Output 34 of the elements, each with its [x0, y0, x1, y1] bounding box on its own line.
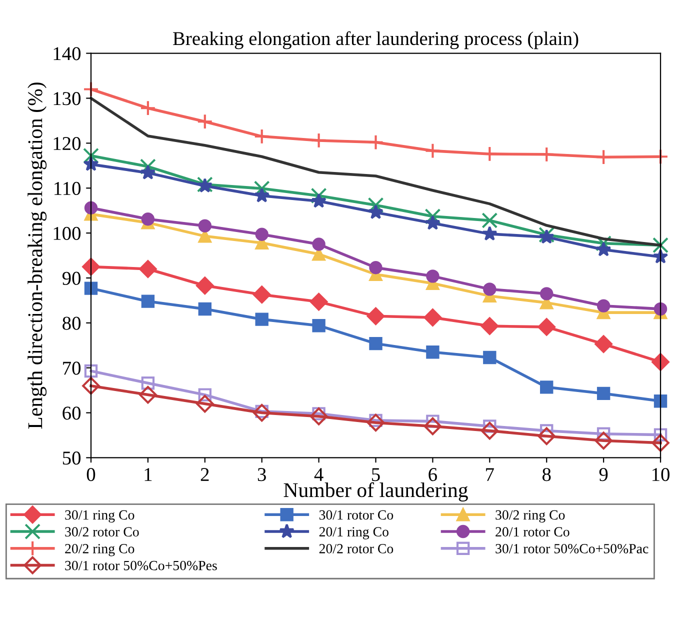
x-tick-label: 9 [599, 468, 608, 482]
y-tick-label: 90 [62, 272, 81, 285]
y-tick-label: 50 [62, 452, 81, 465]
x-axis-title: Number of laundering [284, 482, 468, 502]
chart-title: Breaking elongation after laundering process (plain) [173, 31, 578, 50]
y-tick-label: 120 [54, 136, 81, 150]
legend-label: 20/2 ring Co [65, 544, 134, 556]
x-tick-label: 8 [542, 468, 551, 482]
legend-label: 30/1 ring Co [65, 510, 134, 522]
legend-label: 20/1 rotor Co [496, 527, 570, 537]
x-tick-label: 6 [428, 468, 437, 482]
legend-label: 20/2 rotor Co [319, 544, 394, 554]
legend-label: 30/1 rotor 50%Co+50%Pac [496, 544, 648, 554]
y-tick-label: 130 [54, 92, 81, 106]
x-tick-label: 10 [652, 468, 670, 482]
legend-label: 30/1 rotor 50%Co+50%Pes [65, 560, 217, 570]
legend-label: 30/1 rotor Co [319, 510, 394, 520]
y-tick-label: 70 [63, 362, 81, 375]
legend-label: 20/1 ring Co [319, 527, 388, 540]
y-tick-label: 60 [62, 406, 81, 420]
x-tick-label: 7 [486, 468, 494, 481]
legend-label: 30/2 ring Co [496, 510, 565, 522]
x-tick-label: 4 [314, 468, 324, 481]
legend-label: 30/2 rotor Co [65, 527, 139, 537]
y-axis-title: Length direction-breaking elongation (%) [28, 82, 47, 429]
y-tick-label: 80 [62, 316, 81, 330]
y-tick-label: 140 [54, 47, 81, 60]
x-tick-label: 1 [144, 468, 152, 481]
x-tick-label: 5 [372, 468, 380, 482]
x-tick-label: 2 [200, 468, 209, 481]
x-tick-label: 3 [258, 468, 266, 482]
x-tick-label: 0 [86, 468, 96, 482]
y-tick-label: 100 [54, 226, 81, 240]
y-tick-label: 110 [54, 182, 81, 196]
